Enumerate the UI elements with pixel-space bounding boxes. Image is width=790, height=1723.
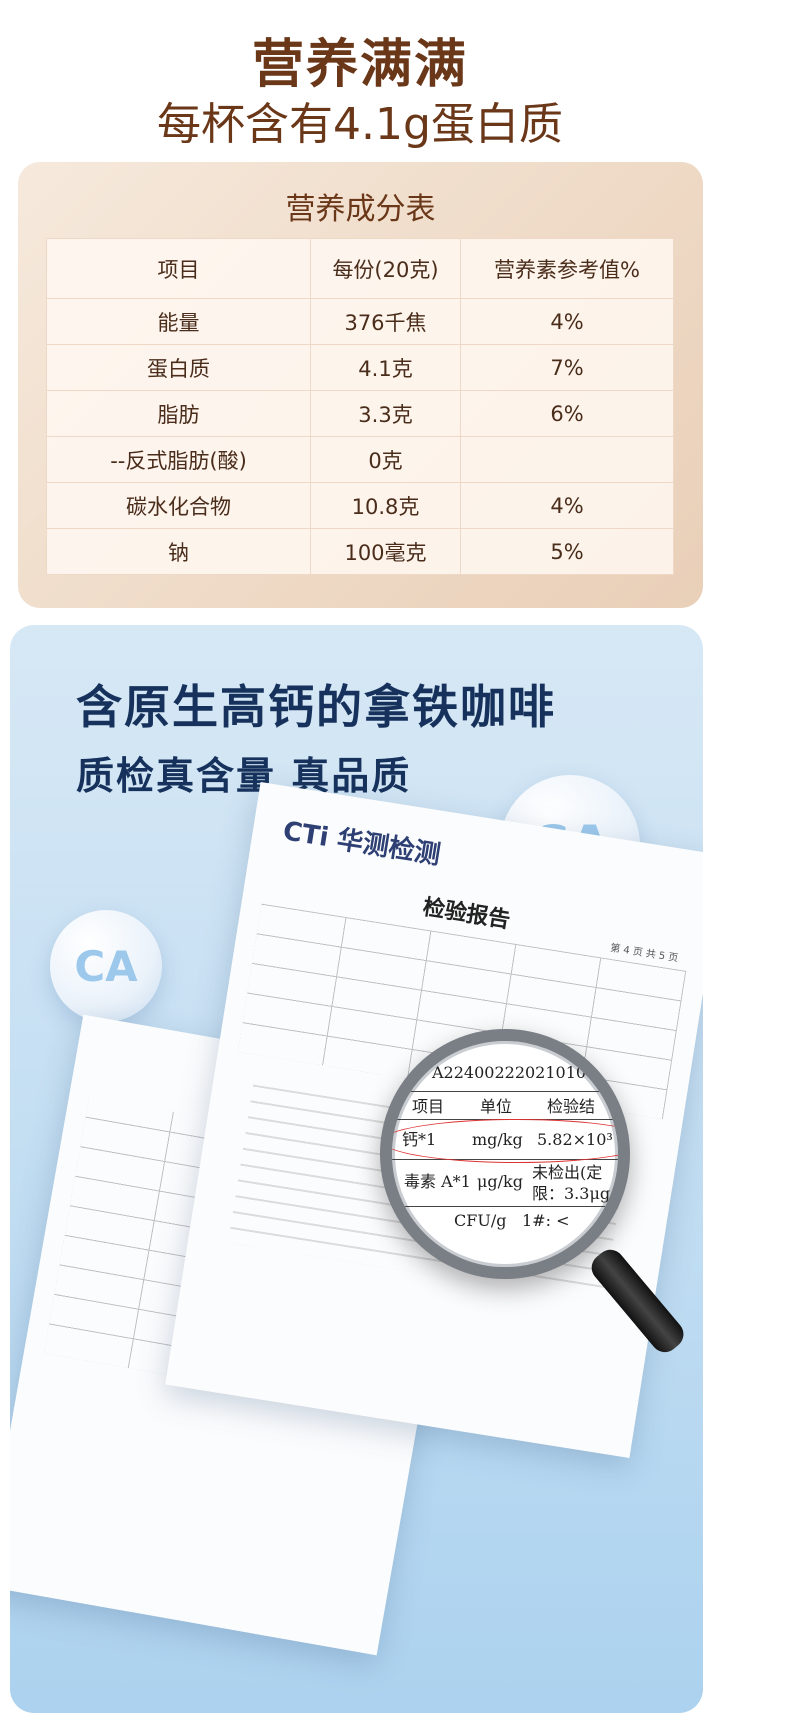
subheadline: 每杯含有4.1g蛋白质 bbox=[157, 99, 563, 150]
nutrition-title: 营养成分表 bbox=[285, 192, 436, 227]
magnifier-lens: A2240022202101005C 项目 单位 检验结 钙*1 mg/kg 5… bbox=[380, 1029, 630, 1279]
calcium-section: 含原生高钙的拿铁咖啡 质检真含量 真品质 CA CA CTi 华测检测 检验报告… bbox=[10, 625, 703, 1713]
calcium-headline: 含原生高钙的拿铁咖啡 bbox=[76, 680, 556, 734]
table-cell: 蛋白质 bbox=[46, 344, 311, 391]
table-row: 碳水化合物 10.8克 4% bbox=[46, 482, 674, 529]
table-cell: 能量 bbox=[46, 298, 311, 345]
table-cell: 4% bbox=[460, 298, 674, 345]
table-row: 蛋白质 4.1克 7% bbox=[46, 344, 674, 391]
highlight-ellipse bbox=[392, 1119, 618, 1163]
lens-header-row: 项目 单位 检验结 bbox=[392, 1091, 618, 1119]
table-row: 钠 100毫克 5% bbox=[46, 528, 674, 575]
table-cell: 0克 bbox=[310, 436, 461, 483]
col-header: 营养素参考值% bbox=[460, 238, 674, 299]
col-header: 项目 bbox=[46, 238, 311, 299]
table-cell: 钠 bbox=[46, 528, 311, 575]
headline: 营养满满 bbox=[251, 35, 468, 95]
lens-row: 毒素 A*1 μg/kg 未检出(定 限：3.3μg bbox=[392, 1159, 618, 1206]
table-cell: 10.8克 bbox=[310, 482, 461, 529]
cti-logo: CTi 华测检测 bbox=[280, 816, 443, 871]
table-cell: 3.3克 bbox=[310, 390, 461, 437]
table-cell: 6% bbox=[460, 390, 674, 437]
table-cell: 100毫克 bbox=[310, 528, 461, 575]
table-header: 项目 每份(20克) 营养素参考值% bbox=[46, 238, 674, 299]
table-cell: 376千焦 bbox=[310, 298, 461, 345]
table-cell: 4% bbox=[460, 482, 674, 529]
nutrition-table: 项目 每份(20克) 营养素参考值% 能量 376千焦 4% 蛋白质 4.1克 7% 脂肪 3… bbox=[46, 238, 674, 575]
lens-row: CFU/g 1#: < bbox=[392, 1206, 618, 1236]
table-row: 能量 376千焦 4% bbox=[46, 298, 674, 345]
table-cell: 脂肪 bbox=[46, 390, 311, 437]
table-cell: 7% bbox=[460, 344, 674, 391]
nutrition-card: 营养成分表 项目 每份(20克) 营养素参考值% 能量 376千焦 4% 蛋白质 4.1… bbox=[18, 162, 703, 608]
table-row: --反式脂肪(酸) 0克 bbox=[46, 436, 674, 483]
table-cell: 碳水化合物 bbox=[46, 482, 311, 529]
table-row: 脂肪 3.3克 6% bbox=[46, 390, 674, 437]
table-cell bbox=[460, 436, 674, 483]
report-title: 检验报告 bbox=[421, 895, 512, 934]
table-cell: 5% bbox=[460, 528, 674, 575]
table-cell: 4.1克 bbox=[310, 344, 461, 391]
col-header: 每份(20克) bbox=[310, 238, 461, 299]
table-cell: --反式脂肪(酸) bbox=[46, 436, 311, 483]
report-code: A2240022202101005C bbox=[432, 1063, 619, 1082]
calcium-badge: CA bbox=[50, 910, 162, 1022]
calcium-subline: 质检真含量 真品质 bbox=[76, 754, 412, 798]
